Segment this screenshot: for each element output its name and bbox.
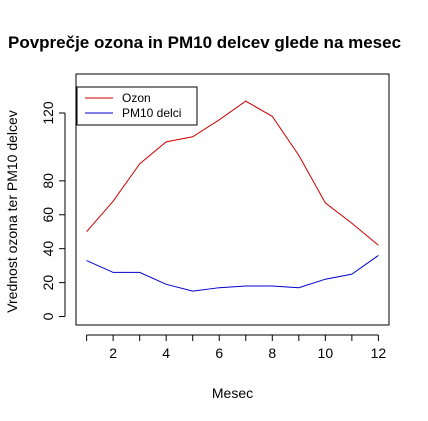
legend-box (76, 86, 198, 126)
x-tick-label: 4 (162, 345, 170, 361)
y-axis: 0 20 40 60 80 120 (40, 101, 66, 320)
x-axis: 2 4 6 8 10 12 (86, 334, 387, 361)
y-tick-label: 80 (40, 173, 56, 189)
legend-label: PM10 delci (122, 106, 181, 120)
x-tick-label: 8 (268, 345, 276, 361)
x-axis-label: Mesec (212, 385, 253, 401)
series-line-ozon (86, 100, 379, 246)
x-tick-label: 10 (318, 345, 334, 361)
plot-frame (75, 73, 390, 326)
y-tick-label: 60 (40, 207, 56, 223)
y-tick-label: 0 (40, 312, 56, 320)
x-tick-label: 6 (215, 345, 223, 361)
x-tick-label: 12 (371, 345, 387, 361)
y-tick-label: 40 (40, 241, 56, 257)
y-tick-label: 20 (40, 275, 56, 291)
y-tick-label: 120 (40, 101, 56, 125)
legend-label: Ozon (122, 91, 151, 105)
series-line-pm10 (86, 255, 379, 292)
y-axis-label: Vrednost ozona ter PM10 delcev (4, 110, 20, 313)
x-tick-label: 2 (109, 345, 117, 361)
chart-title: Povprečje ozona in PM10 delcev glede na … (8, 33, 401, 52)
series-layer (86, 100, 379, 292)
